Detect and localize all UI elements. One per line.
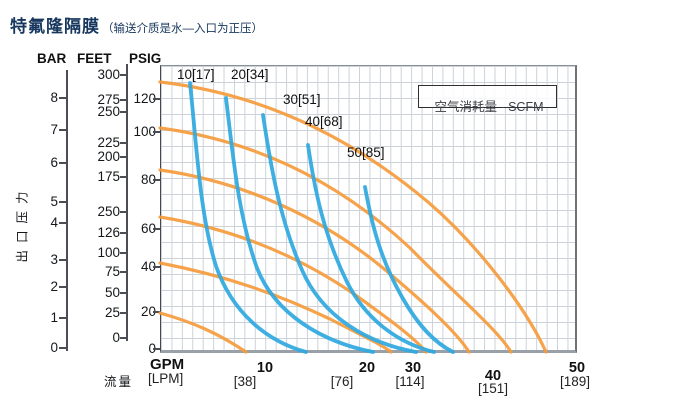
x-tick-gpm: 30	[404, 360, 422, 376]
bar-tick-label: 7	[50, 122, 58, 137]
psig-axis-header: PSIG	[129, 51, 162, 66]
x-tick-lpm: [76]	[330, 374, 354, 389]
scfm-curve-label: 30[51]	[283, 92, 321, 107]
scfm-curve-label: 40[68]	[305, 114, 343, 129]
feet-tick-mark	[120, 312, 127, 314]
psig-tick-label: 40	[140, 259, 156, 274]
feet-tick-mark	[120, 232, 127, 234]
feet-tick-mark	[120, 337, 127, 339]
feet-tick-label: 75	[104, 264, 120, 279]
feet-axis-line	[126, 64, 128, 341]
x-tick-gpm: 10	[256, 360, 274, 376]
feet-tick-mark	[120, 74, 127, 76]
feet-tick-label: 25	[104, 305, 120, 320]
psig-tick-label: 0	[112, 341, 156, 357]
psig-tick-mark	[153, 311, 161, 313]
feet-tick-mark	[120, 271, 127, 273]
psig-tick-mark	[153, 98, 161, 100]
psig-tick-mark	[153, 348, 161, 350]
psig-tick-label: 100	[133, 124, 156, 139]
psig-tick-label: 120	[133, 91, 156, 106]
feet-tick-mark	[120, 292, 127, 294]
bar-axis-header: BAR	[37, 51, 67, 66]
feet-tick-label: 250	[97, 104, 120, 119]
psig-tick-label: 80	[140, 172, 156, 187]
bar-tick-mark	[59, 222, 67, 224]
feet-tick-label: 200	[97, 149, 120, 164]
scfm-curve-label: 50[85]	[347, 145, 385, 160]
feet-tick-label: 0	[112, 330, 120, 345]
bar-tick-label: 6	[50, 155, 58, 170]
feet-tick-label: 275	[97, 92, 120, 107]
bar-tick-mark	[59, 347, 67, 349]
chart-title-note: （输送介质是水—入口为正压）	[102, 23, 263, 35]
feet-tick-label: 300	[97, 67, 120, 82]
bar-tick-label: 1	[50, 310, 58, 325]
bar-tick-mark	[59, 129, 67, 131]
bar-tick-mark	[59, 162, 67, 164]
feet-tick-label: 225	[97, 135, 120, 150]
legend-label: 空气消耗量 - SCFM	[434, 100, 544, 114]
bar-tick-mark	[59, 317, 67, 319]
lpm-axis-header: [LPM]	[148, 371, 184, 386]
bar-tick-mark	[59, 259, 67, 261]
psig-tick-label: 20	[140, 304, 156, 319]
feet-tick-label: 100	[97, 245, 120, 260]
x-tick-lpm: [114]	[395, 374, 425, 389]
feet-tick-label: 126	[97, 225, 120, 240]
feet-tick-mark	[120, 142, 127, 144]
bar-tick-mark	[59, 201, 67, 203]
feet-tick-mark	[120, 156, 127, 158]
psig-tick-mark	[153, 228, 161, 230]
x-tick-lpm: [151]	[477, 381, 509, 396]
x-tick-gpm: 20	[358, 360, 376, 376]
feet-tick-mark	[120, 252, 127, 254]
scfm-curve-label: 10[17]	[177, 67, 215, 82]
page-title: 特氟隆隔膜 （输送介质是水—入口为正压）	[10, 12, 263, 37]
bar-tick-mark	[59, 97, 67, 99]
feet-tick-mark	[120, 176, 127, 178]
psig-tick-mark	[153, 179, 161, 181]
scfm-curve-label: 20[34]	[231, 67, 269, 82]
feet-tick-label: 175	[97, 169, 120, 184]
feet-tick-mark	[120, 211, 127, 213]
x-tick-lpm: [38]	[233, 374, 257, 389]
bar-tick-label: 2	[50, 279, 58, 294]
psig-tick-mark	[153, 131, 161, 133]
feet-tick-label: 50	[104, 285, 120, 300]
bar-tick-label: 0	[50, 340, 58, 355]
x-tick-gpm: 40	[484, 368, 502, 384]
feet-tick-label: 250	[97, 204, 120, 219]
flow-axis-label: 流量	[104, 375, 134, 389]
x-tick-gpm: 50	[568, 360, 586, 376]
feet-tick-mark	[120, 99, 127, 101]
bar-tick-mark	[59, 286, 67, 288]
x-tick-lpm: [189]	[559, 374, 591, 389]
feet-axis-header: FEET	[77, 51, 112, 66]
bar-tick-label: 4	[50, 215, 58, 230]
chart-title: 特氟隆隔膜	[10, 17, 100, 36]
feet-tick-mark	[120, 111, 127, 113]
bar-tick-label: 8	[50, 90, 58, 105]
bar-tick-label: 3	[50, 252, 58, 267]
bar-axis-line	[66, 70, 68, 351]
bar-tick-label: 5	[50, 194, 58, 209]
psig-tick-label: 60	[140, 221, 156, 236]
legend-box	[418, 85, 557, 108]
gpm-axis-header: GPM	[150, 356, 185, 373]
psig-tick-mark	[153, 266, 161, 268]
